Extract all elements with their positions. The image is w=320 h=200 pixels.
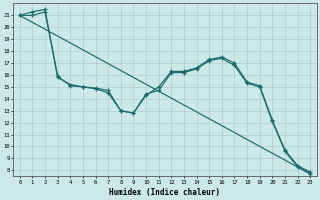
X-axis label: Humidex (Indice chaleur): Humidex (Indice chaleur) [109,188,220,197]
